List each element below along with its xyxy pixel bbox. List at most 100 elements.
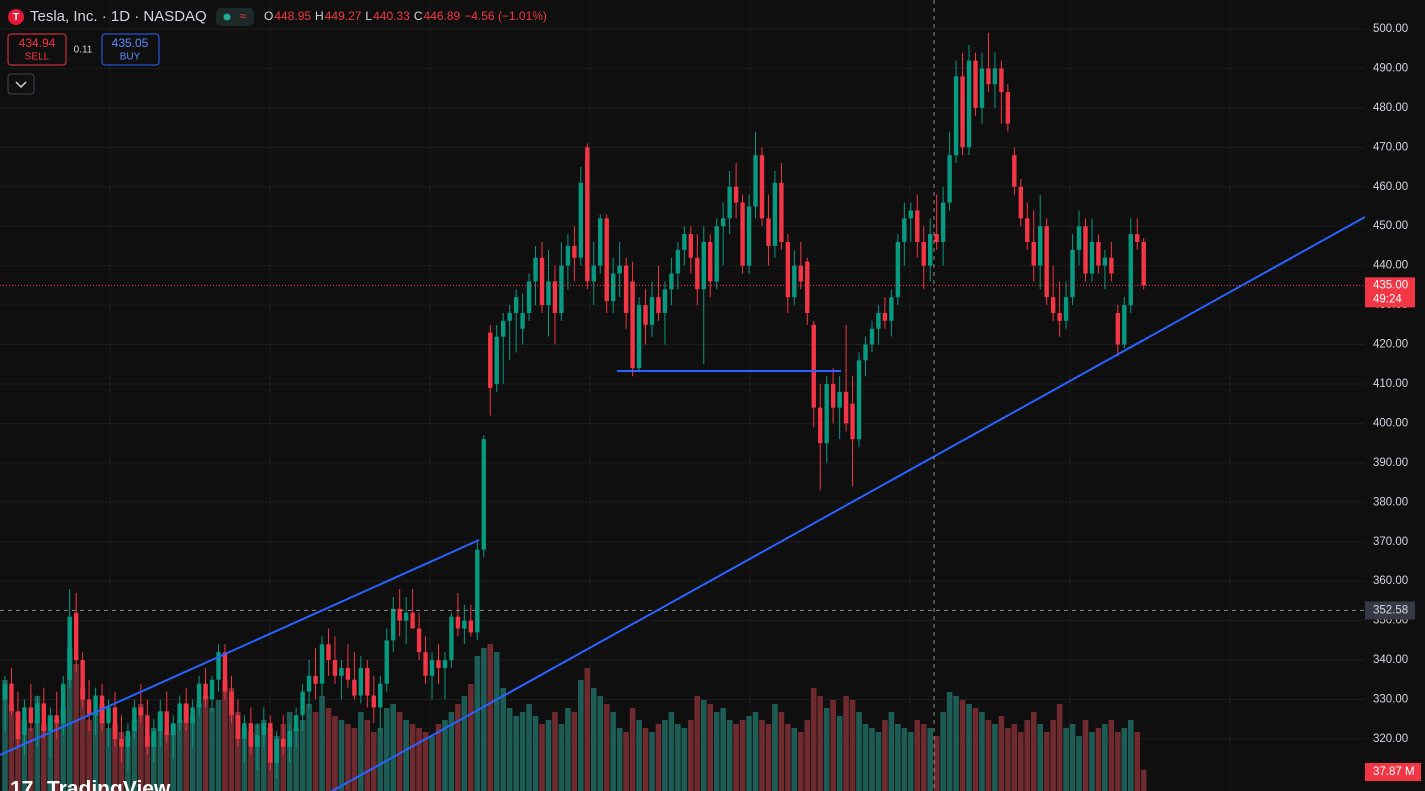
sell-price: 434.94: [19, 36, 56, 50]
candle-body: [61, 683, 66, 724]
volume-bar: [138, 704, 144, 791]
y-tick-label: 500.00: [1373, 23, 1408, 35]
candle-body: [902, 218, 907, 242]
volume-bar: [778, 712, 785, 791]
candle-body: [151, 731, 157, 747]
price-axis: 320.00330.00340.00350.00360.00370.00380.…: [1365, 23, 1421, 781]
candle-body: [384, 640, 389, 684]
candle-body: [921, 241, 926, 266]
candle-body: [2, 683, 8, 700]
candle-body: [358, 667, 364, 696]
volume-bar: [358, 712, 364, 791]
volume-bar: [319, 696, 325, 791]
candle-body: [1018, 186, 1023, 219]
candle-body: [869, 328, 875, 345]
candle-body: [915, 210, 920, 242]
candle-body: [235, 715, 241, 739]
candle-body: [28, 707, 34, 724]
candle-body: [636, 305, 642, 369]
candle-body: [617, 265, 622, 274]
volume-bar: [41, 724, 47, 791]
volume-bar: [992, 724, 998, 791]
volume-bar: [752, 712, 759, 791]
candle-body: [1115, 312, 1121, 345]
candle-body: [733, 186, 739, 203]
volume-bar: [785, 724, 791, 791]
volume-bar: [662, 720, 668, 791]
volume-bar: [325, 708, 332, 791]
candle-body: [591, 265, 596, 282]
candle-body: [22, 707, 27, 735]
candle-body: [229, 691, 234, 716]
volume-bar: [383, 708, 390, 791]
volume-bar: [623, 732, 629, 791]
buy-button[interactable]: [101, 33, 160, 66]
candle-body: [792, 265, 797, 298]
volume-bar: [798, 732, 804, 791]
y-tick-label: 470.00: [1373, 141, 1408, 153]
candle-body: [125, 731, 131, 747]
y-tick-label: 450.00: [1373, 220, 1408, 232]
y-tick-label: 380.00: [1373, 496, 1408, 508]
candle-body: [973, 60, 978, 108]
volume-bar: [377, 728, 384, 791]
candle-body: [928, 234, 933, 266]
volume-bar: [306, 704, 312, 791]
volume-bar: [183, 704, 189, 791]
volume-bar: [112, 724, 118, 791]
candle-body: [242, 723, 247, 739]
collapse-button[interactable]: [7, 73, 35, 95]
countdown: 49:24: [1373, 293, 1402, 305]
volume-bar: [836, 716, 843, 791]
y-tick-label: 340.00: [1373, 654, 1408, 666]
volume-bar: [532, 716, 539, 791]
volume-bar: [1063, 728, 1069, 791]
candle-body: [610, 273, 616, 302]
ohlc-key: H: [315, 9, 324, 23]
candle-body: [598, 218, 603, 266]
candle-body: [171, 723, 176, 735]
candle-body: [216, 652, 221, 680]
volume-label: 37.87 M: [1373, 766, 1415, 778]
candle-body: [274, 738, 279, 763]
volume-bar: [228, 688, 235, 791]
candle-body: [112, 707, 118, 739]
volume-bar: [707, 704, 714, 791]
volume-bar: [565, 708, 571, 791]
volume-bar: [442, 720, 448, 791]
candle-body: [326, 644, 331, 661]
y-tick-label: 400.00: [1373, 417, 1408, 429]
candle-body: [695, 257, 700, 290]
trend-line[interactable]: [325, 216, 1366, 791]
candle-body: [863, 344, 868, 361]
volume-bar: [649, 732, 655, 791]
candle-body: [73, 612, 79, 661]
volume-bar: [888, 712, 895, 791]
candle-body: [999, 68, 1004, 93]
ohlc-value: 440.33: [373, 9, 410, 23]
candle-body: [494, 336, 499, 384]
volume-bar: [248, 732, 254, 791]
volume-bar: [163, 732, 170, 791]
volume-bar: [500, 688, 506, 791]
volume-bar: [455, 704, 461, 791]
volume-bar: [416, 728, 422, 791]
overlay: [0, 284, 1365, 611]
candle-body: [449, 616, 454, 661]
candle-body: [1083, 226, 1088, 274]
volume-bar: [1005, 728, 1011, 791]
candle-body: [895, 241, 901, 298]
volume-bar: [409, 724, 416, 791]
status-pill[interactable]: [216, 8, 254, 26]
sell-button[interactable]: [7, 33, 67, 66]
candle-body: [203, 683, 208, 700]
volume-bar: [15, 712, 21, 791]
candle-body: [811, 324, 816, 408]
volume-bar: [940, 712, 946, 791]
candle-body: [856, 360, 862, 440]
sell-label: SELL: [25, 52, 50, 63]
volume-bar: [105, 728, 112, 791]
trend-line[interactable]: [0, 539, 480, 756]
candle-body: [48, 715, 53, 732]
